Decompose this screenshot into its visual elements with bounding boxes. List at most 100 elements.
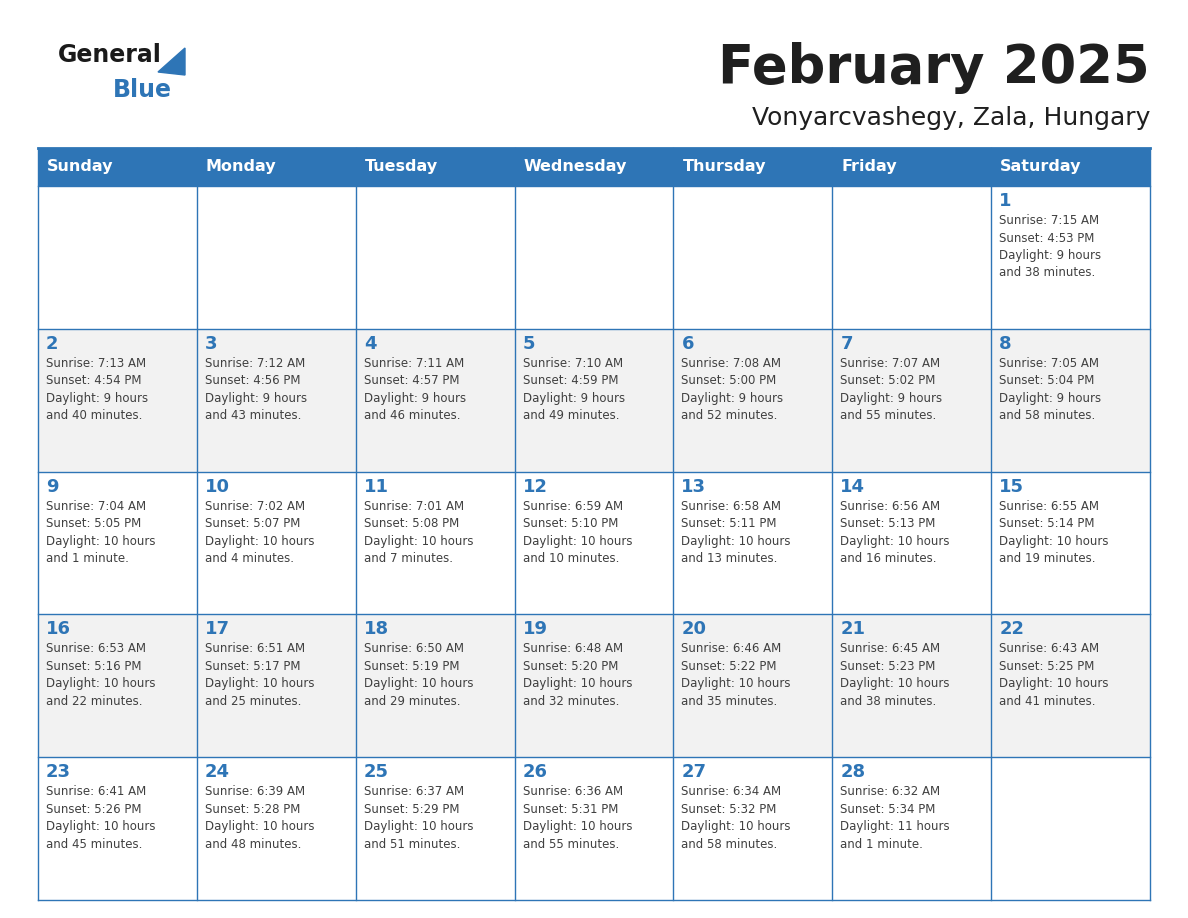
Text: 21: 21 — [840, 621, 865, 638]
Text: Sunrise: 6:53 AM
Sunset: 5:16 PM
Daylight: 10 hours
and 22 minutes.: Sunrise: 6:53 AM Sunset: 5:16 PM Dayligh… — [46, 643, 156, 708]
Bar — [197, 757, 355, 900]
Bar — [514, 472, 674, 614]
Bar — [355, 186, 514, 329]
Text: Sunrise: 6:45 AM
Sunset: 5:23 PM
Daylight: 10 hours
and 38 minutes.: Sunrise: 6:45 AM Sunset: 5:23 PM Dayligh… — [840, 643, 949, 708]
Text: Sunrise: 6:59 AM
Sunset: 5:10 PM
Daylight: 10 hours
and 10 minutes.: Sunrise: 6:59 AM Sunset: 5:10 PM Dayligh… — [523, 499, 632, 565]
Bar — [514, 186, 674, 329]
Text: Sunrise: 6:46 AM
Sunset: 5:22 PM
Daylight: 10 hours
and 35 minutes.: Sunrise: 6:46 AM Sunset: 5:22 PM Dayligh… — [682, 643, 791, 708]
Bar — [674, 186, 833, 329]
Bar — [991, 614, 1150, 757]
Text: 20: 20 — [682, 621, 707, 638]
Bar — [197, 186, 355, 329]
Text: 18: 18 — [364, 621, 388, 638]
Text: Saturday: Saturday — [1000, 160, 1081, 174]
Text: 13: 13 — [682, 477, 707, 496]
Bar — [674, 329, 833, 472]
Text: 16: 16 — [46, 621, 71, 638]
Bar — [674, 148, 833, 186]
Text: Sunrise: 7:07 AM
Sunset: 5:02 PM
Daylight: 9 hours
and 55 minutes.: Sunrise: 7:07 AM Sunset: 5:02 PM Dayligh… — [840, 357, 942, 422]
Text: Sunrise: 6:39 AM
Sunset: 5:28 PM
Daylight: 10 hours
and 48 minutes.: Sunrise: 6:39 AM Sunset: 5:28 PM Dayligh… — [204, 785, 315, 851]
Bar — [38, 614, 197, 757]
Text: 25: 25 — [364, 763, 388, 781]
Text: 10: 10 — [204, 477, 229, 496]
Polygon shape — [158, 48, 185, 75]
Bar — [355, 757, 514, 900]
Text: Sunrise: 6:58 AM
Sunset: 5:11 PM
Daylight: 10 hours
and 13 minutes.: Sunrise: 6:58 AM Sunset: 5:11 PM Dayligh… — [682, 499, 791, 565]
Bar — [674, 472, 833, 614]
Text: Sunrise: 6:50 AM
Sunset: 5:19 PM
Daylight: 10 hours
and 29 minutes.: Sunrise: 6:50 AM Sunset: 5:19 PM Dayligh… — [364, 643, 473, 708]
Text: 22: 22 — [999, 621, 1024, 638]
Bar — [38, 472, 197, 614]
Text: Sunrise: 7:04 AM
Sunset: 5:05 PM
Daylight: 10 hours
and 1 minute.: Sunrise: 7:04 AM Sunset: 5:05 PM Dayligh… — [46, 499, 156, 565]
Text: Sunrise: 6:51 AM
Sunset: 5:17 PM
Daylight: 10 hours
and 25 minutes.: Sunrise: 6:51 AM Sunset: 5:17 PM Dayligh… — [204, 643, 315, 708]
Text: Sunrise: 7:15 AM
Sunset: 4:53 PM
Daylight: 9 hours
and 38 minutes.: Sunrise: 7:15 AM Sunset: 4:53 PM Dayligh… — [999, 214, 1101, 279]
Text: Sunrise: 7:08 AM
Sunset: 5:00 PM
Daylight: 9 hours
and 52 minutes.: Sunrise: 7:08 AM Sunset: 5:00 PM Dayligh… — [682, 357, 784, 422]
Bar — [355, 148, 514, 186]
Text: 23: 23 — [46, 763, 71, 781]
Text: 15: 15 — [999, 477, 1024, 496]
Text: Sunrise: 6:41 AM
Sunset: 5:26 PM
Daylight: 10 hours
and 45 minutes.: Sunrise: 6:41 AM Sunset: 5:26 PM Dayligh… — [46, 785, 156, 851]
Text: 4: 4 — [364, 335, 377, 353]
Text: 8: 8 — [999, 335, 1012, 353]
Text: 28: 28 — [840, 763, 865, 781]
Text: Sunrise: 6:32 AM
Sunset: 5:34 PM
Daylight: 11 hours
and 1 minute.: Sunrise: 6:32 AM Sunset: 5:34 PM Dayligh… — [840, 785, 950, 851]
Bar — [991, 472, 1150, 614]
Bar — [833, 186, 991, 329]
Text: Vonyarcvashegy, Zala, Hungary: Vonyarcvashegy, Zala, Hungary — [752, 106, 1150, 130]
Bar — [991, 186, 1150, 329]
Text: Sunrise: 6:48 AM
Sunset: 5:20 PM
Daylight: 10 hours
and 32 minutes.: Sunrise: 6:48 AM Sunset: 5:20 PM Dayligh… — [523, 643, 632, 708]
Text: Thursday: Thursday — [682, 160, 766, 174]
Text: Sunrise: 7:01 AM
Sunset: 5:08 PM
Daylight: 10 hours
and 7 minutes.: Sunrise: 7:01 AM Sunset: 5:08 PM Dayligh… — [364, 499, 473, 565]
Bar — [991, 329, 1150, 472]
Text: Sunrise: 7:12 AM
Sunset: 4:56 PM
Daylight: 9 hours
and 43 minutes.: Sunrise: 7:12 AM Sunset: 4:56 PM Dayligh… — [204, 357, 307, 422]
Bar — [833, 614, 991, 757]
Bar — [514, 329, 674, 472]
Text: Sunrise: 6:36 AM
Sunset: 5:31 PM
Daylight: 10 hours
and 55 minutes.: Sunrise: 6:36 AM Sunset: 5:31 PM Dayligh… — [523, 785, 632, 851]
Text: Sunrise: 7:05 AM
Sunset: 5:04 PM
Daylight: 9 hours
and 58 minutes.: Sunrise: 7:05 AM Sunset: 5:04 PM Dayligh… — [999, 357, 1101, 422]
Bar — [514, 614, 674, 757]
Bar — [833, 148, 991, 186]
Bar — [833, 757, 991, 900]
Text: Sunrise: 7:10 AM
Sunset: 4:59 PM
Daylight: 9 hours
and 49 minutes.: Sunrise: 7:10 AM Sunset: 4:59 PM Dayligh… — [523, 357, 625, 422]
Bar — [38, 186, 197, 329]
Bar — [991, 148, 1150, 186]
Text: 24: 24 — [204, 763, 229, 781]
Text: 2: 2 — [46, 335, 58, 353]
Bar — [514, 757, 674, 900]
Text: 9: 9 — [46, 477, 58, 496]
Text: Wednesday: Wednesday — [524, 160, 627, 174]
Text: Sunrise: 6:56 AM
Sunset: 5:13 PM
Daylight: 10 hours
and 16 minutes.: Sunrise: 6:56 AM Sunset: 5:13 PM Dayligh… — [840, 499, 949, 565]
Bar — [674, 757, 833, 900]
Text: 14: 14 — [840, 477, 865, 496]
Text: February 2025: February 2025 — [719, 42, 1150, 94]
Text: Sunday: Sunday — [48, 160, 114, 174]
Bar — [833, 472, 991, 614]
Bar — [197, 614, 355, 757]
Text: 11: 11 — [364, 477, 388, 496]
Bar — [38, 757, 197, 900]
Text: Sunrise: 7:13 AM
Sunset: 4:54 PM
Daylight: 9 hours
and 40 minutes.: Sunrise: 7:13 AM Sunset: 4:54 PM Dayligh… — [46, 357, 148, 422]
Text: 12: 12 — [523, 477, 548, 496]
Text: 17: 17 — [204, 621, 229, 638]
Bar — [355, 614, 514, 757]
Bar — [38, 148, 197, 186]
Bar — [197, 148, 355, 186]
Text: 1: 1 — [999, 192, 1012, 210]
Bar — [355, 472, 514, 614]
Text: Sunrise: 6:55 AM
Sunset: 5:14 PM
Daylight: 10 hours
and 19 minutes.: Sunrise: 6:55 AM Sunset: 5:14 PM Dayligh… — [999, 499, 1108, 565]
Bar — [38, 329, 197, 472]
Text: 5: 5 — [523, 335, 535, 353]
Text: 19: 19 — [523, 621, 548, 638]
Text: Sunrise: 6:43 AM
Sunset: 5:25 PM
Daylight: 10 hours
and 41 minutes.: Sunrise: 6:43 AM Sunset: 5:25 PM Dayligh… — [999, 643, 1108, 708]
Bar — [514, 148, 674, 186]
Bar — [355, 329, 514, 472]
Bar — [833, 329, 991, 472]
Text: 26: 26 — [523, 763, 548, 781]
Bar — [197, 329, 355, 472]
Text: 27: 27 — [682, 763, 707, 781]
Text: Sunrise: 7:02 AM
Sunset: 5:07 PM
Daylight: 10 hours
and 4 minutes.: Sunrise: 7:02 AM Sunset: 5:07 PM Dayligh… — [204, 499, 315, 565]
Bar — [674, 614, 833, 757]
Text: Friday: Friday — [841, 160, 897, 174]
Bar — [991, 757, 1150, 900]
Text: Blue: Blue — [113, 78, 172, 102]
